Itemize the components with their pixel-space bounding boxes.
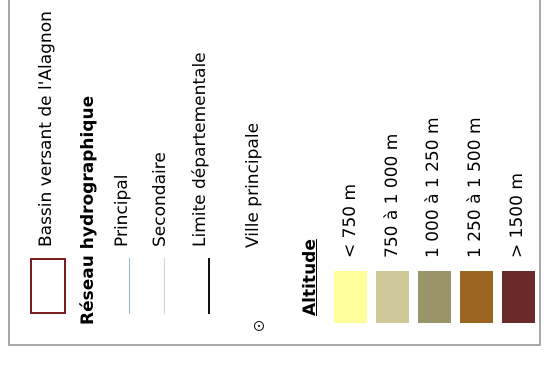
altitude-label-3: 1 000 à 1 250 m (423, 117, 443, 258)
basin-swatch (30, 258, 66, 314)
secondaire-line-symbol (164, 258, 165, 314)
principal-label: Principal (112, 174, 132, 247)
legend-frame (8, 0, 541, 346)
altitude-label-5: > 1500 m (507, 173, 527, 258)
altitude-swatch-5 (502, 271, 535, 323)
ville-label: Ville principale (243, 122, 263, 248)
principal-line-symbol (129, 258, 130, 314)
hydro-title: Réseau hydrographique (78, 95, 98, 325)
altitude-label-4: 1 250 à 1 500 m (465, 117, 485, 258)
limite-label: Limite départementale (190, 52, 210, 247)
altitude-swatch-4 (460, 271, 493, 323)
altitude-title: Altitude (300, 239, 320, 316)
altitude-swatch-3 (418, 271, 451, 323)
altitude-swatch-2 (376, 271, 409, 323)
altitude-label-1: < 750 m (340, 183, 360, 258)
dot-circle-icon (254, 321, 264, 331)
limite-line-symbol (208, 258, 210, 314)
altitude-label-2: 750 à 1 000 m (382, 133, 402, 258)
altitude-swatch-1 (334, 271, 367, 323)
secondaire-label: Secondaire (150, 152, 170, 247)
basin-label: Bassin versant de l'Alagnon (36, 11, 56, 247)
